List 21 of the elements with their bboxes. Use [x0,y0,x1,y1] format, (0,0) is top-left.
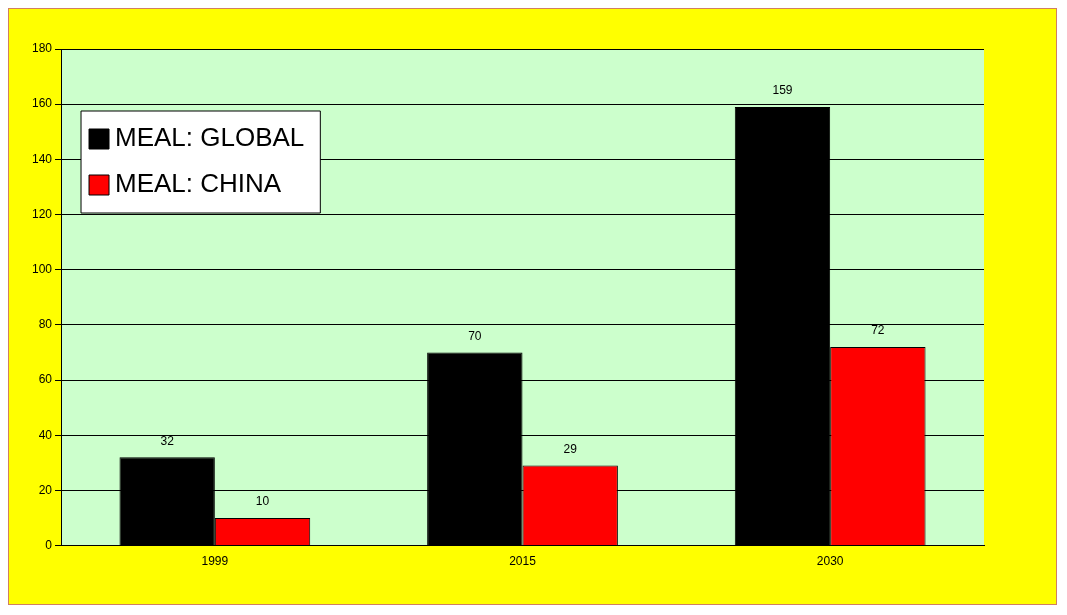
y-tick-label: 80 [38,317,53,332]
legend-label: MEAL: GLOBAL [115,122,305,153]
data-label: 159 [772,83,793,98]
data-label: 72 [871,323,885,338]
x-tick-label: 2030 [816,554,844,569]
data-label: 32 [160,433,175,448]
y-tick-label: 160 [31,96,53,111]
data-label: 70 [468,328,482,343]
y-tick-label: 100 [31,262,53,277]
x-tick-label: 1999 [201,554,229,569]
data-label: 29 [563,441,578,456]
data-label: 10 [255,494,270,509]
y-tick-label: 0 [45,537,53,552]
y-tick-label: 140 [31,151,53,166]
y-tick-label: 40 [38,427,53,442]
legend-label: MEAL: CHINA [115,168,282,199]
y-tick-label: 60 [38,372,53,387]
y-tick-label: 20 [38,482,53,497]
y-tick-label: 180 [31,41,53,56]
x-tick-label: 2015 [509,554,537,569]
y-tick-label: 120 [31,206,53,221]
